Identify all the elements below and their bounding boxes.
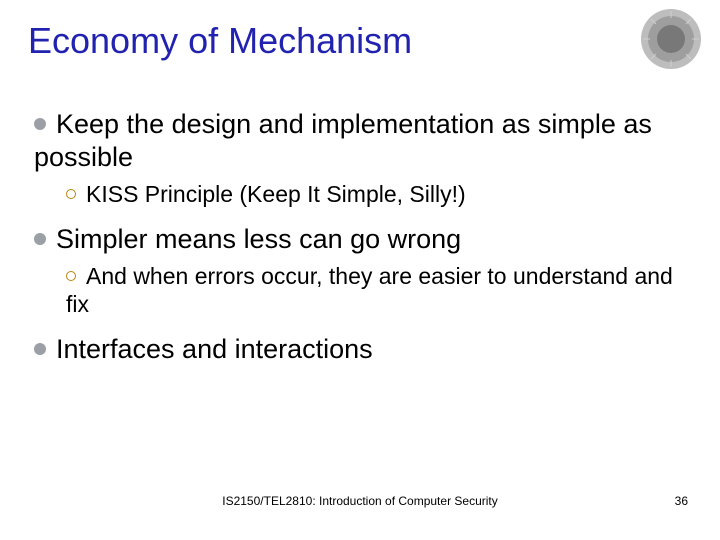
content-area: Keep the design and implementation as si… xyxy=(34,108,690,380)
bullet-l1: Interfaces and interactions xyxy=(34,333,690,366)
bullet-text: Interfaces and interactions xyxy=(56,334,373,364)
logo-inner xyxy=(657,25,685,53)
bullet-l1: Keep the design and implementation as si… xyxy=(34,108,690,209)
seal-logo-icon xyxy=(640,8,702,70)
ring-bullet-icon xyxy=(66,189,76,199)
ring-bullet-icon xyxy=(66,271,76,281)
bullet-l2: And when errors occur, they are easier t… xyxy=(66,262,690,320)
slide: Economy of Mechanism Keep the design and… xyxy=(0,0,720,540)
bullet-text: Keep the design and implementation as si… xyxy=(34,109,652,172)
bullet-text: And when errors occur, they are easier t… xyxy=(66,263,673,318)
bullet-l1: Simpler means less can go wrong And when… xyxy=(34,223,690,319)
bullet-l2: KISS Principle (Keep It Simple, Silly!) xyxy=(66,180,690,209)
bullet-text: KISS Principle (Keep It Simple, Silly!) xyxy=(86,181,466,207)
disc-bullet-icon xyxy=(34,343,46,355)
page-number: 36 xyxy=(675,494,688,508)
disc-bullet-icon xyxy=(34,118,46,130)
bullet-text: Simpler means less can go wrong xyxy=(56,224,461,254)
slide-title: Economy of Mechanism xyxy=(28,20,412,62)
disc-bullet-icon xyxy=(34,233,46,245)
footer-course: IS2150/TEL2810: Introduction of Computer… xyxy=(0,494,720,508)
